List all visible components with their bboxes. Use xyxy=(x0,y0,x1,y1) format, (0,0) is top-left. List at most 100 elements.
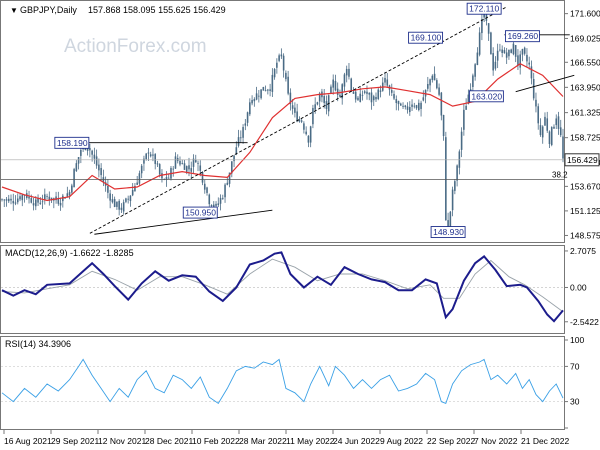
candle-body xyxy=(330,86,332,93)
candle-body xyxy=(156,163,159,165)
candle-body xyxy=(305,131,307,135)
rsi-panel-frame xyxy=(0,336,565,430)
price-label: 169.260 xyxy=(507,31,538,41)
candle-body xyxy=(37,197,39,203)
candle-body xyxy=(548,131,551,145)
candle-body xyxy=(221,197,224,199)
candle-body xyxy=(336,88,339,95)
candle-body xyxy=(528,62,531,65)
candle-body xyxy=(478,32,481,55)
candle-body xyxy=(203,183,206,190)
macd-tick-label: 0.00 xyxy=(570,282,587,292)
candle-body xyxy=(339,94,341,97)
candlestick-series xyxy=(1,6,564,237)
candle-body xyxy=(251,100,253,104)
time-tick-label: 16 Aug 2021 xyxy=(4,436,52,446)
candle-body xyxy=(208,194,211,205)
macd-tick-label: 2.7075 xyxy=(570,246,596,256)
candle-body xyxy=(41,201,44,203)
candle-body xyxy=(406,106,409,110)
candle-body xyxy=(224,184,226,198)
candle-body xyxy=(420,102,422,109)
current-price-marker: 156.429 xyxy=(1,153,600,167)
candle-body xyxy=(442,114,445,137)
time-tick-label: 28 Dec 2021 xyxy=(145,436,193,446)
candle-body xyxy=(323,95,325,103)
price-label-box xyxy=(504,30,540,43)
candle-body xyxy=(152,154,154,156)
candle-body xyxy=(494,61,497,69)
candle-body xyxy=(366,91,368,94)
candle-body xyxy=(386,79,389,86)
candle-body xyxy=(503,50,506,54)
time-tick-label: 22 Sep 2022 xyxy=(427,436,475,446)
candle-body xyxy=(264,90,267,92)
candle-body xyxy=(472,75,474,87)
price-panel-frame xyxy=(0,0,565,243)
symbol-label: GBPJPY,Daily xyxy=(20,5,77,15)
svg-text:▼: ▼ xyxy=(10,6,18,15)
candle-body xyxy=(131,189,134,196)
price-label-box xyxy=(466,2,502,15)
price-label: 148.930 xyxy=(433,227,464,237)
candle-body xyxy=(390,90,393,93)
candle-body xyxy=(307,135,310,143)
macd-series xyxy=(1,251,564,323)
candle-body xyxy=(125,198,127,202)
candle-body xyxy=(145,153,147,160)
price-label: 169.100 xyxy=(411,33,442,43)
candle-body xyxy=(345,68,348,76)
macd-panel-frame xyxy=(0,245,565,334)
candle-body xyxy=(237,137,240,146)
candle-body xyxy=(228,172,231,184)
macd-axis: 2.7075 0.00 -2.5422 xyxy=(564,246,599,327)
candle-body xyxy=(5,199,8,201)
candle-body xyxy=(519,54,521,68)
candle-body xyxy=(210,204,213,207)
candle-body xyxy=(399,103,402,106)
price-tick-label: 151.125 xyxy=(570,206,600,216)
candle-body xyxy=(483,13,485,18)
candle-body xyxy=(7,198,10,202)
candle-body xyxy=(34,199,37,207)
price-annotations: 158.190 150.950 148.930 172.110 169.100 169.2… xyxy=(54,2,540,238)
candle-body xyxy=(332,79,334,88)
candle-body xyxy=(75,163,78,172)
candle-body xyxy=(64,197,66,199)
candle-body xyxy=(120,207,123,210)
candle-body xyxy=(289,92,292,105)
candle-body xyxy=(158,164,161,175)
candle-body xyxy=(402,105,404,107)
macd-signal-line xyxy=(1,258,564,313)
candle-body xyxy=(456,165,458,181)
candle-body xyxy=(262,86,265,91)
candle-body xyxy=(181,163,184,164)
candle-body xyxy=(309,126,312,143)
candle-body xyxy=(199,165,202,171)
price-tick-label: 163.950 xyxy=(570,82,600,92)
candle-body xyxy=(154,154,157,164)
candle-body xyxy=(246,112,249,123)
candle-body xyxy=(454,181,456,191)
candle-body xyxy=(476,52,479,66)
candle-body xyxy=(267,89,269,91)
candle-body xyxy=(188,165,190,170)
candle-body xyxy=(291,105,294,109)
candle-body xyxy=(46,196,48,198)
candle-body xyxy=(231,161,233,174)
candle-body xyxy=(481,19,483,34)
candle-body xyxy=(429,79,431,86)
candle-body xyxy=(212,204,215,207)
candle-body xyxy=(363,91,366,93)
candle-body xyxy=(526,54,528,62)
candle-body xyxy=(559,127,562,136)
candle-body xyxy=(80,149,82,156)
candle-body xyxy=(395,99,398,104)
candle-body xyxy=(510,49,512,53)
price-tick-label: 171.600 xyxy=(570,9,600,19)
candle-body xyxy=(411,104,413,107)
candle-body xyxy=(161,173,163,179)
trendline xyxy=(94,209,273,235)
macd-title: MACD(12,26,9) -1.6622 -1.8285 xyxy=(5,248,134,258)
candle-body xyxy=(539,125,542,136)
